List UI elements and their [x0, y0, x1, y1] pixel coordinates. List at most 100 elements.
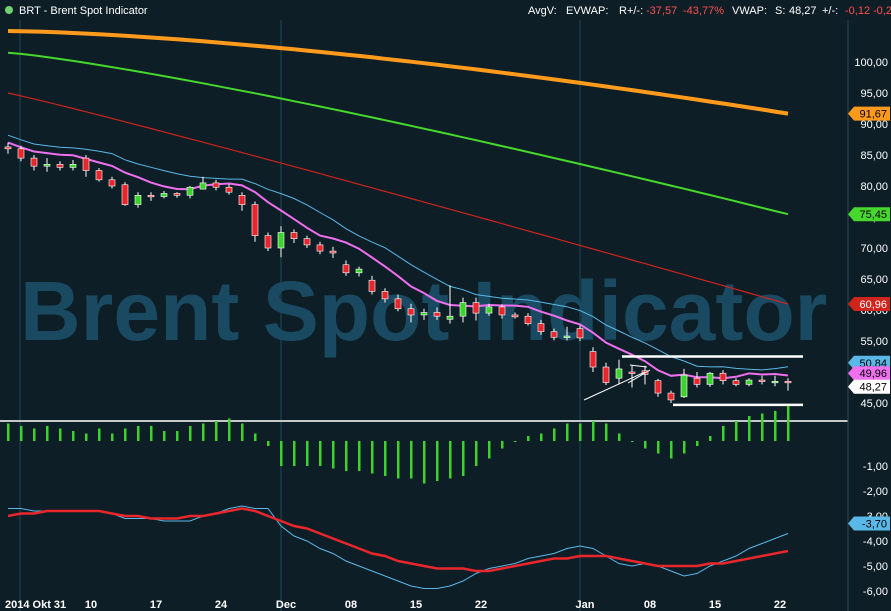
candle[interactable]	[407, 303, 415, 323]
candle[interactable]	[511, 312, 519, 319]
candle-body-up	[563, 335, 571, 338]
histogram-bar	[72, 431, 75, 441]
candle[interactable]	[680, 368, 688, 399]
candle[interactable]	[56, 161, 64, 171]
annotation-arrow	[627, 369, 651, 384]
candle-body-up	[706, 372, 714, 385]
badge-oscillator-shape	[848, 516, 890, 531]
date-tick-label: 15	[709, 599, 721, 611]
candle[interactable]	[251, 201, 259, 242]
candle[interactable]	[134, 192, 142, 208]
candle-body-up	[199, 182, 207, 190]
candle[interactable]	[537, 319, 545, 335]
candle[interactable]	[17, 145, 25, 162]
candle[interactable]	[277, 226, 285, 258]
candle[interactable]	[381, 288, 389, 303]
candle[interactable]	[667, 390, 675, 403]
candle[interactable]	[498, 304, 506, 319]
candle[interactable]	[121, 182, 129, 206]
candle[interactable]	[199, 176, 207, 190]
candle[interactable]	[212, 179, 220, 191]
candle[interactable]	[329, 246, 337, 258]
candle[interactable]	[433, 307, 441, 320]
candle-body-down	[589, 351, 597, 368]
candle[interactable]	[303, 235, 311, 248]
candle[interactable]	[602, 362, 610, 386]
badge-orange: 91,67	[848, 106, 890, 121]
price-tick-label: 95,00	[860, 88, 888, 100]
date-tick-label: Dec	[276, 599, 296, 611]
ma-green-line	[7, 51, 789, 216]
candle[interactable]	[30, 155, 38, 171]
candle[interactable]	[446, 285, 454, 324]
candle[interactable]	[420, 308, 428, 320]
candle[interactable]	[758, 375, 766, 385]
candle[interactable]	[719, 370, 727, 385]
candle[interactable]	[82, 155, 90, 177]
avgv-label: AvgV:	[528, 5, 557, 17]
candle-body-down	[56, 164, 64, 168]
histogram-bar	[397, 441, 400, 479]
candle[interactable]	[290, 229, 298, 244]
candle[interactable]	[225, 184, 233, 195]
candle[interactable]	[550, 328, 558, 341]
candle-body-down	[511, 314, 519, 318]
candle[interactable]	[394, 294, 402, 312]
candle[interactable]	[69, 159, 77, 171]
histogram-bar	[124, 428, 127, 441]
candle[interactable]	[95, 168, 103, 182]
candle[interactable]	[732, 378, 740, 387]
candle[interactable]	[615, 359, 623, 385]
candle[interactable]	[784, 378, 792, 391]
candle[interactable]	[654, 378, 662, 397]
candle[interactable]	[173, 192, 181, 198]
candle[interactable]	[693, 372, 701, 388]
candle[interactable]	[238, 192, 246, 211]
histogram-bar	[553, 428, 556, 441]
price-tick-label: 45,00	[860, 398, 888, 410]
candle-body-down	[290, 232, 298, 239]
candle[interactable]	[771, 375, 779, 387]
candle-body-down	[30, 157, 38, 167]
candle[interactable]	[4, 142, 12, 154]
candle[interactable]	[472, 297, 480, 321]
candle[interactable]	[485, 303, 493, 316]
oscillator-tick-label: -1,00	[863, 461, 888, 473]
candle[interactable]	[147, 192, 155, 201]
histogram-bar	[696, 441, 699, 446]
candle-body-down	[329, 250, 337, 254]
candle[interactable]	[459, 297, 467, 323]
candle[interactable]	[108, 176, 116, 189]
ma-red-line	[7, 92, 789, 305]
candle[interactable]	[706, 372, 714, 387]
badge-oscillator-text: -3,70	[862, 519, 887, 531]
pm-pct: -0,2	[873, 5, 891, 17]
candle-body-down	[407, 308, 415, 316]
candle[interactable]	[524, 313, 532, 326]
histogram-bar	[774, 411, 777, 441]
candle[interactable]	[316, 241, 324, 255]
candle[interactable]	[589, 347, 597, 372]
histogram-bar	[644, 441, 647, 449]
candle[interactable]	[264, 232, 272, 252]
histogram-bar	[319, 441, 322, 466]
annotations	[583, 355, 803, 407]
candle[interactable]	[355, 266, 363, 277]
candle[interactable]	[563, 326, 571, 341]
candle-body-down	[264, 235, 272, 249]
pm-value: -0,12	[845, 5, 870, 17]
candle[interactable]	[576, 325, 584, 342]
price-tick-label: 70,00	[860, 243, 888, 255]
candle[interactable]	[745, 378, 753, 387]
oscillator-panel[interactable]	[7, 406, 790, 589]
candle[interactable]	[368, 275, 376, 295]
candle[interactable]	[628, 365, 636, 388]
histogram-bar	[748, 416, 751, 441]
candle-body-down	[82, 157, 90, 171]
candle[interactable]	[186, 186, 194, 199]
candle[interactable]	[342, 260, 350, 276]
candle-body-down	[342, 264, 350, 274]
candle[interactable]	[160, 190, 168, 199]
candle[interactable]	[43, 158, 51, 172]
